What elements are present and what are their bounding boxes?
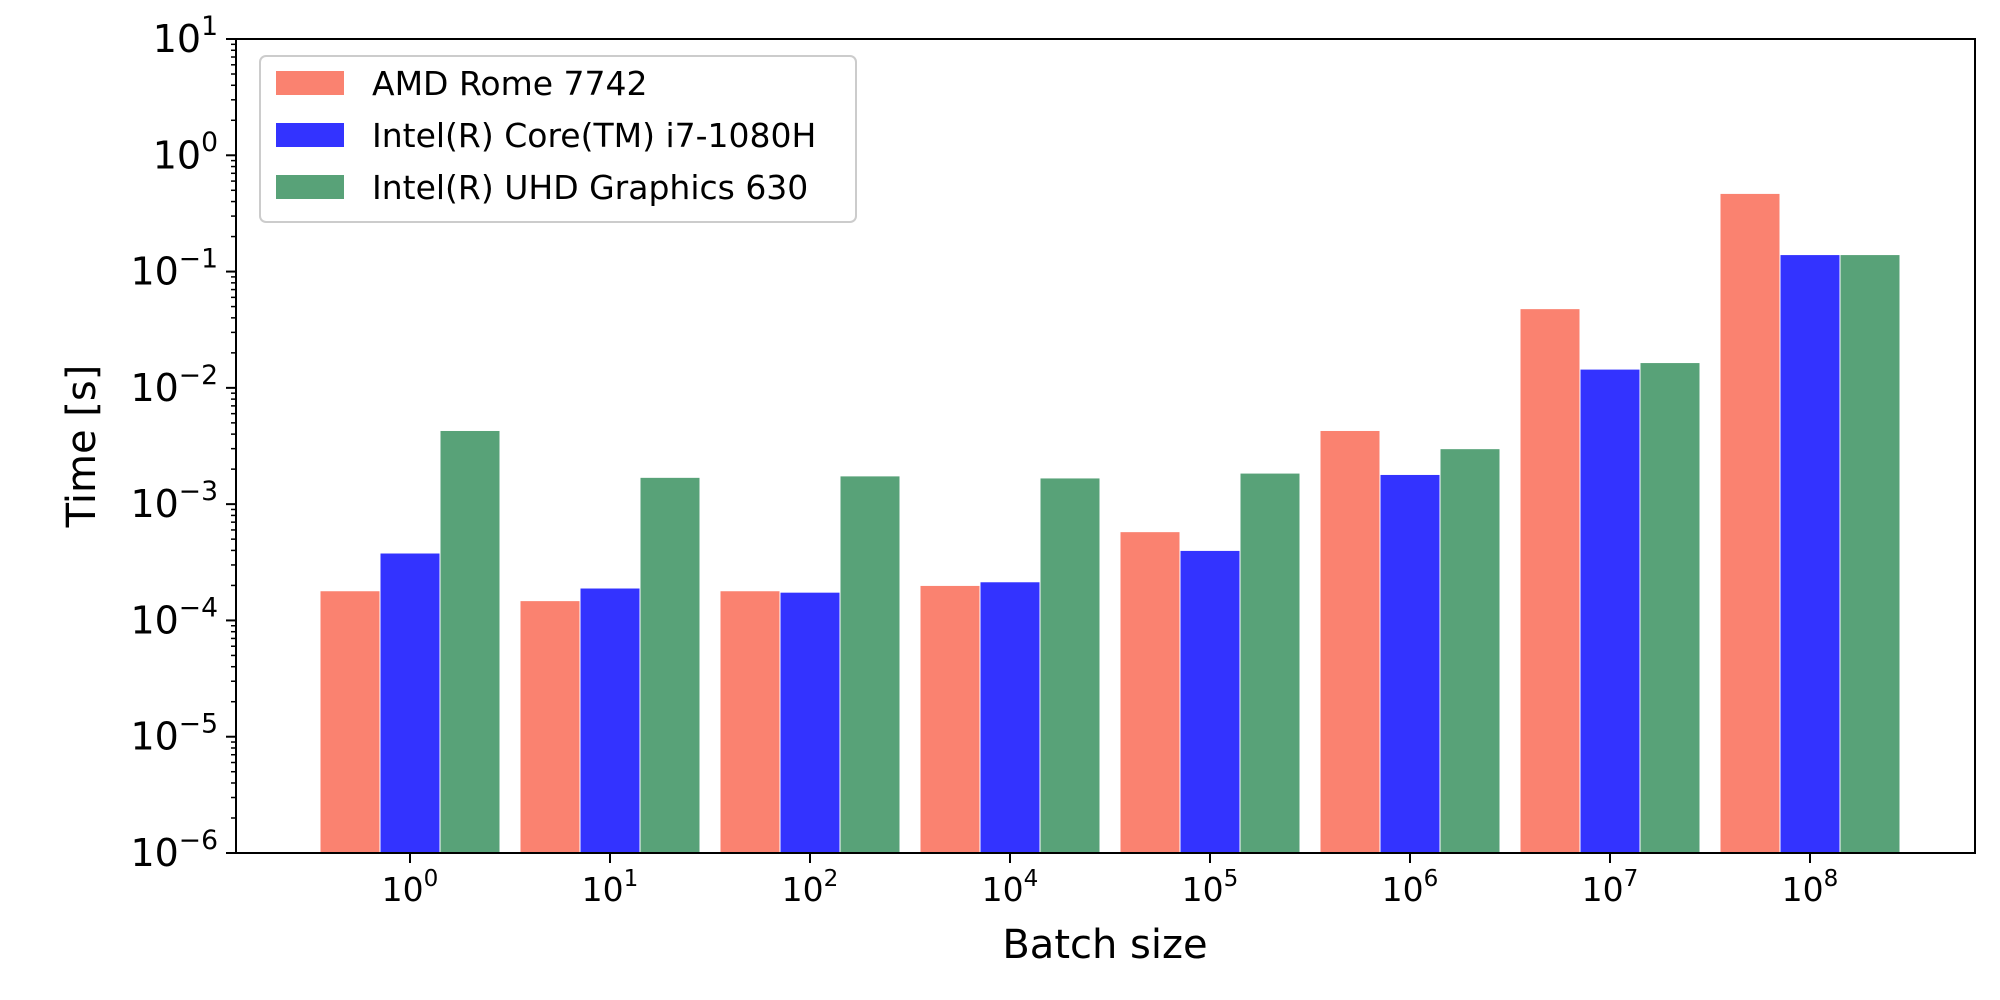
x-tick-label-base: 10 xyxy=(1782,870,1824,909)
y-tick-label: 10−6 xyxy=(130,825,218,875)
bar-series2-cat4 xyxy=(979,581,1041,854)
x-tick-label-exponent: 7 xyxy=(1624,866,1639,892)
x-tick-label-exponent: 8 xyxy=(1824,866,1839,892)
bar-series1-cat5 xyxy=(1119,531,1181,854)
legend-swatch-series1 xyxy=(276,71,344,95)
y-tick-label: 101 xyxy=(153,11,218,61)
x-tick-label: 105 xyxy=(1182,866,1239,909)
y-tick-label: 10−4 xyxy=(130,592,218,642)
y-tick-label-exponent: −2 xyxy=(179,360,218,391)
x-tick-label-base: 10 xyxy=(982,870,1024,909)
bar-series3-cat1 xyxy=(439,429,501,854)
legend-swatch-series3 xyxy=(276,175,344,199)
bar-series2-cat3 xyxy=(779,591,841,854)
y-tick-label-exponent: −4 xyxy=(179,592,218,623)
x-tick-label: 101 xyxy=(582,866,639,909)
x-tick-label-base: 10 xyxy=(382,870,424,909)
bar-series3-cat8 xyxy=(1839,254,1901,854)
legend-swatch-series2 xyxy=(276,123,344,147)
x-tick-label: 107 xyxy=(1582,866,1639,909)
y-tick-label-base: 10 xyxy=(153,17,201,61)
x-tick-label-exponent: 2 xyxy=(824,866,839,892)
y-tick-label: 100 xyxy=(153,127,218,177)
legend-label-series3: Intel(R) UHD Graphics 630 xyxy=(372,168,808,207)
x-tick-label-exponent: 4 xyxy=(1024,866,1039,892)
y-tick-label-exponent: 1 xyxy=(201,11,218,42)
bar-series3-cat2 xyxy=(639,476,701,854)
x-tick-label: 102 xyxy=(782,866,839,909)
y-tick-label-base: 10 xyxy=(130,831,178,875)
bar-series1-cat7 xyxy=(1519,308,1581,854)
bar-series3-cat5 xyxy=(1239,472,1301,854)
bar-series1-cat6 xyxy=(1319,429,1381,854)
y-tick-label-exponent: −6 xyxy=(179,825,218,856)
x-tick-label: 100 xyxy=(382,866,439,909)
legend-box xyxy=(259,55,857,223)
bar-series1-cat1 xyxy=(319,590,381,854)
bar-series2-cat8 xyxy=(1779,254,1841,854)
bar-series2-cat5 xyxy=(1179,549,1241,854)
y-tick-label: 10−2 xyxy=(130,360,218,410)
y-tick-label-base: 10 xyxy=(130,482,178,526)
y-tick-label-base: 10 xyxy=(130,598,178,642)
bar-series3-cat4 xyxy=(1039,477,1101,854)
x-tick-label-base: 10 xyxy=(582,870,624,909)
bar-series1-cat4 xyxy=(919,584,981,854)
bar-series3-cat7 xyxy=(1639,362,1701,854)
bar-series2-cat1 xyxy=(379,552,441,854)
x-tick-label-exponent: 5 xyxy=(1224,866,1239,892)
y-tick-label-exponent: −1 xyxy=(179,243,218,274)
x-tick-label: 108 xyxy=(1782,866,1839,909)
y-tick-label-exponent: 0 xyxy=(201,127,218,158)
x-tick-label-base: 10 xyxy=(782,870,824,909)
y-tick-label-base: 10 xyxy=(130,366,178,410)
x-tick-label: 104 xyxy=(982,866,1039,909)
legend-label-series2: Intel(R) Core(TM) i7-1080H xyxy=(372,116,816,155)
x-axis-ticks: 100 101 102 104 105 106 107 108 xyxy=(382,853,1839,909)
x-tick-label-exponent: 6 xyxy=(1424,866,1439,892)
plot-frame xyxy=(235,38,1976,854)
legend-label-series1: AMD Rome 7742 xyxy=(372,64,648,103)
y-tick-label: 10−3 xyxy=(130,476,218,526)
x-tick-label: 106 xyxy=(1382,866,1439,909)
bar-series1-cat3 xyxy=(719,590,781,854)
x-tick-label-exponent: 0 xyxy=(424,866,439,892)
x-axis-label: Batch size xyxy=(1002,922,1207,968)
y-tick-label: 10−1 xyxy=(130,243,218,293)
x-tick-label-exponent: 1 xyxy=(624,866,639,892)
bar-series1-cat8 xyxy=(1719,192,1781,854)
bar-series2-cat6 xyxy=(1379,473,1441,854)
y-tick-label: 10−5 xyxy=(130,709,218,759)
x-tick-label-base: 10 xyxy=(1582,870,1624,909)
bar-series1-cat2 xyxy=(519,600,581,854)
y-axis-label: Time [s] xyxy=(59,365,105,529)
bar-series2-cat7 xyxy=(1579,368,1641,854)
bar-series2-cat2 xyxy=(579,587,641,854)
bar-series3-cat3 xyxy=(839,475,901,854)
bars-layer xyxy=(319,192,1901,854)
bar-series3-cat6 xyxy=(1439,448,1501,854)
x-tick-label-base: 10 xyxy=(1182,870,1224,909)
y-tick-label-exponent: −5 xyxy=(179,709,218,740)
y-tick-label-exponent: −3 xyxy=(179,476,218,507)
y-tick-label-base: 10 xyxy=(153,133,201,177)
legend: AMD Rome 7742 Intel(R) Core(TM) i7-1080H I… xyxy=(259,55,857,223)
x-tick-label-base: 10 xyxy=(1382,870,1424,909)
y-tick-label-base: 10 xyxy=(130,715,178,759)
y-tick-label-base: 10 xyxy=(130,250,178,294)
